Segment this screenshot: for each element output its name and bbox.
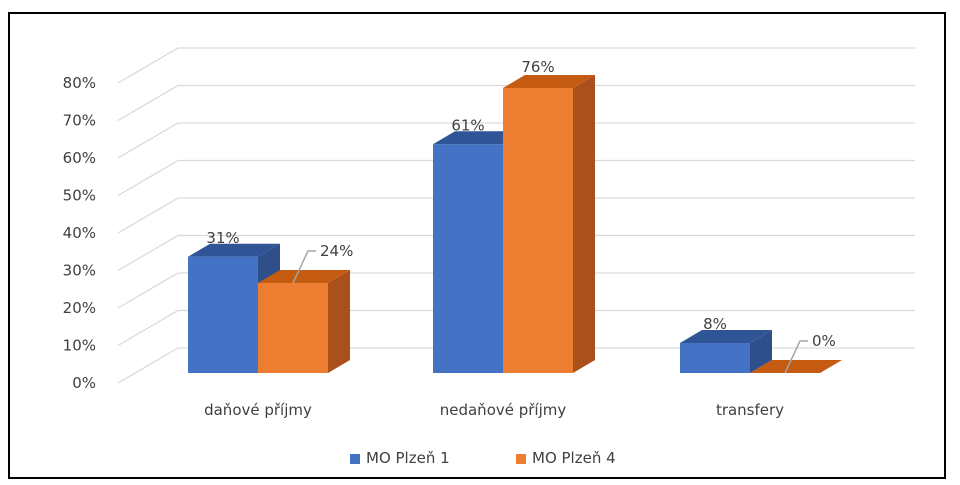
- data-label: 0%: [812, 332, 836, 350]
- gridline: [117, 84, 915, 122]
- bar-top: [750, 360, 842, 373]
- data-label: 61%: [451, 116, 484, 134]
- bar-front: [503, 88, 573, 373]
- y-axis-ticks: 0% 10% 20% 30% 40% 50% 60% 70% 80%: [63, 74, 96, 392]
- legend-swatch: [516, 454, 526, 464]
- gridline: [117, 347, 915, 384]
- bar-top: [433, 131, 525, 145]
- gridline: [117, 47, 915, 84]
- data-label: 8%: [703, 315, 727, 333]
- bar-2-3: [750, 360, 842, 373]
- x-axis-categories: daňové příjmy nedaňové příjmy transfery: [204, 401, 784, 419]
- y-tick-label: 20%: [63, 299, 96, 317]
- category-label: nedaňové příjmy: [440, 401, 567, 419]
- leader-line: [292, 250, 316, 284]
- gridline: [117, 159, 915, 197]
- bar-top: [503, 75, 595, 88]
- bar-front: [680, 343, 750, 373]
- bar-side: [328, 270, 350, 373]
- gridline: [117, 234, 915, 272]
- category-label: transfery: [716, 401, 784, 419]
- legend-swatch: [350, 454, 360, 464]
- gridline: [117, 272, 915, 309]
- y-tick-label: 60%: [63, 149, 96, 167]
- gridline: [117, 197, 915, 234]
- legend-item-1: MO Plzeň 1: [350, 449, 450, 467]
- bar-1-3: [680, 330, 772, 373]
- y-tick-label: 70%: [63, 112, 96, 130]
- legend-item-2: MO Plzeň 4: [516, 449, 616, 467]
- data-label: 76%: [521, 58, 554, 76]
- bar-side: [750, 330, 772, 373]
- category-label: daňové příjmy: [204, 401, 312, 419]
- legend-label: MO Plzeň 1: [366, 449, 450, 467]
- y-tick-label: 50%: [63, 187, 96, 205]
- y-tick-label: 30%: [63, 262, 96, 280]
- data-label: 24%: [320, 242, 353, 260]
- bar-2-1: [258, 270, 350, 373]
- data-labels: 31% 24% 61% 76% 8% 0%: [206, 58, 836, 374]
- bar-top: [188, 243, 280, 257]
- bar-front: [433, 144, 503, 373]
- y-tick-label: 80%: [63, 74, 96, 92]
- data-label: 31%: [206, 229, 239, 247]
- legend-label: MO Plzeň 4: [532, 449, 616, 467]
- gridline: [117, 309, 915, 347]
- bar-2-2: [503, 75, 595, 373]
- bars: [188, 75, 842, 373]
- bar-top: [258, 270, 350, 283]
- y-tick-label: 40%: [63, 224, 96, 242]
- bar-front: [258, 283, 328, 373]
- bar-top: [680, 330, 772, 343]
- y-tick-label: 0%: [72, 374, 96, 392]
- gridline: [117, 122, 915, 159]
- y-tick-label: 10%: [63, 337, 96, 355]
- legend: MO Plzeň 1 MO Plzeň 4: [350, 449, 616, 467]
- gridlines: [117, 47, 915, 384]
- leader-line: [784, 340, 808, 374]
- bar-side: [573, 75, 595, 373]
- bar-front: [188, 256, 258, 373]
